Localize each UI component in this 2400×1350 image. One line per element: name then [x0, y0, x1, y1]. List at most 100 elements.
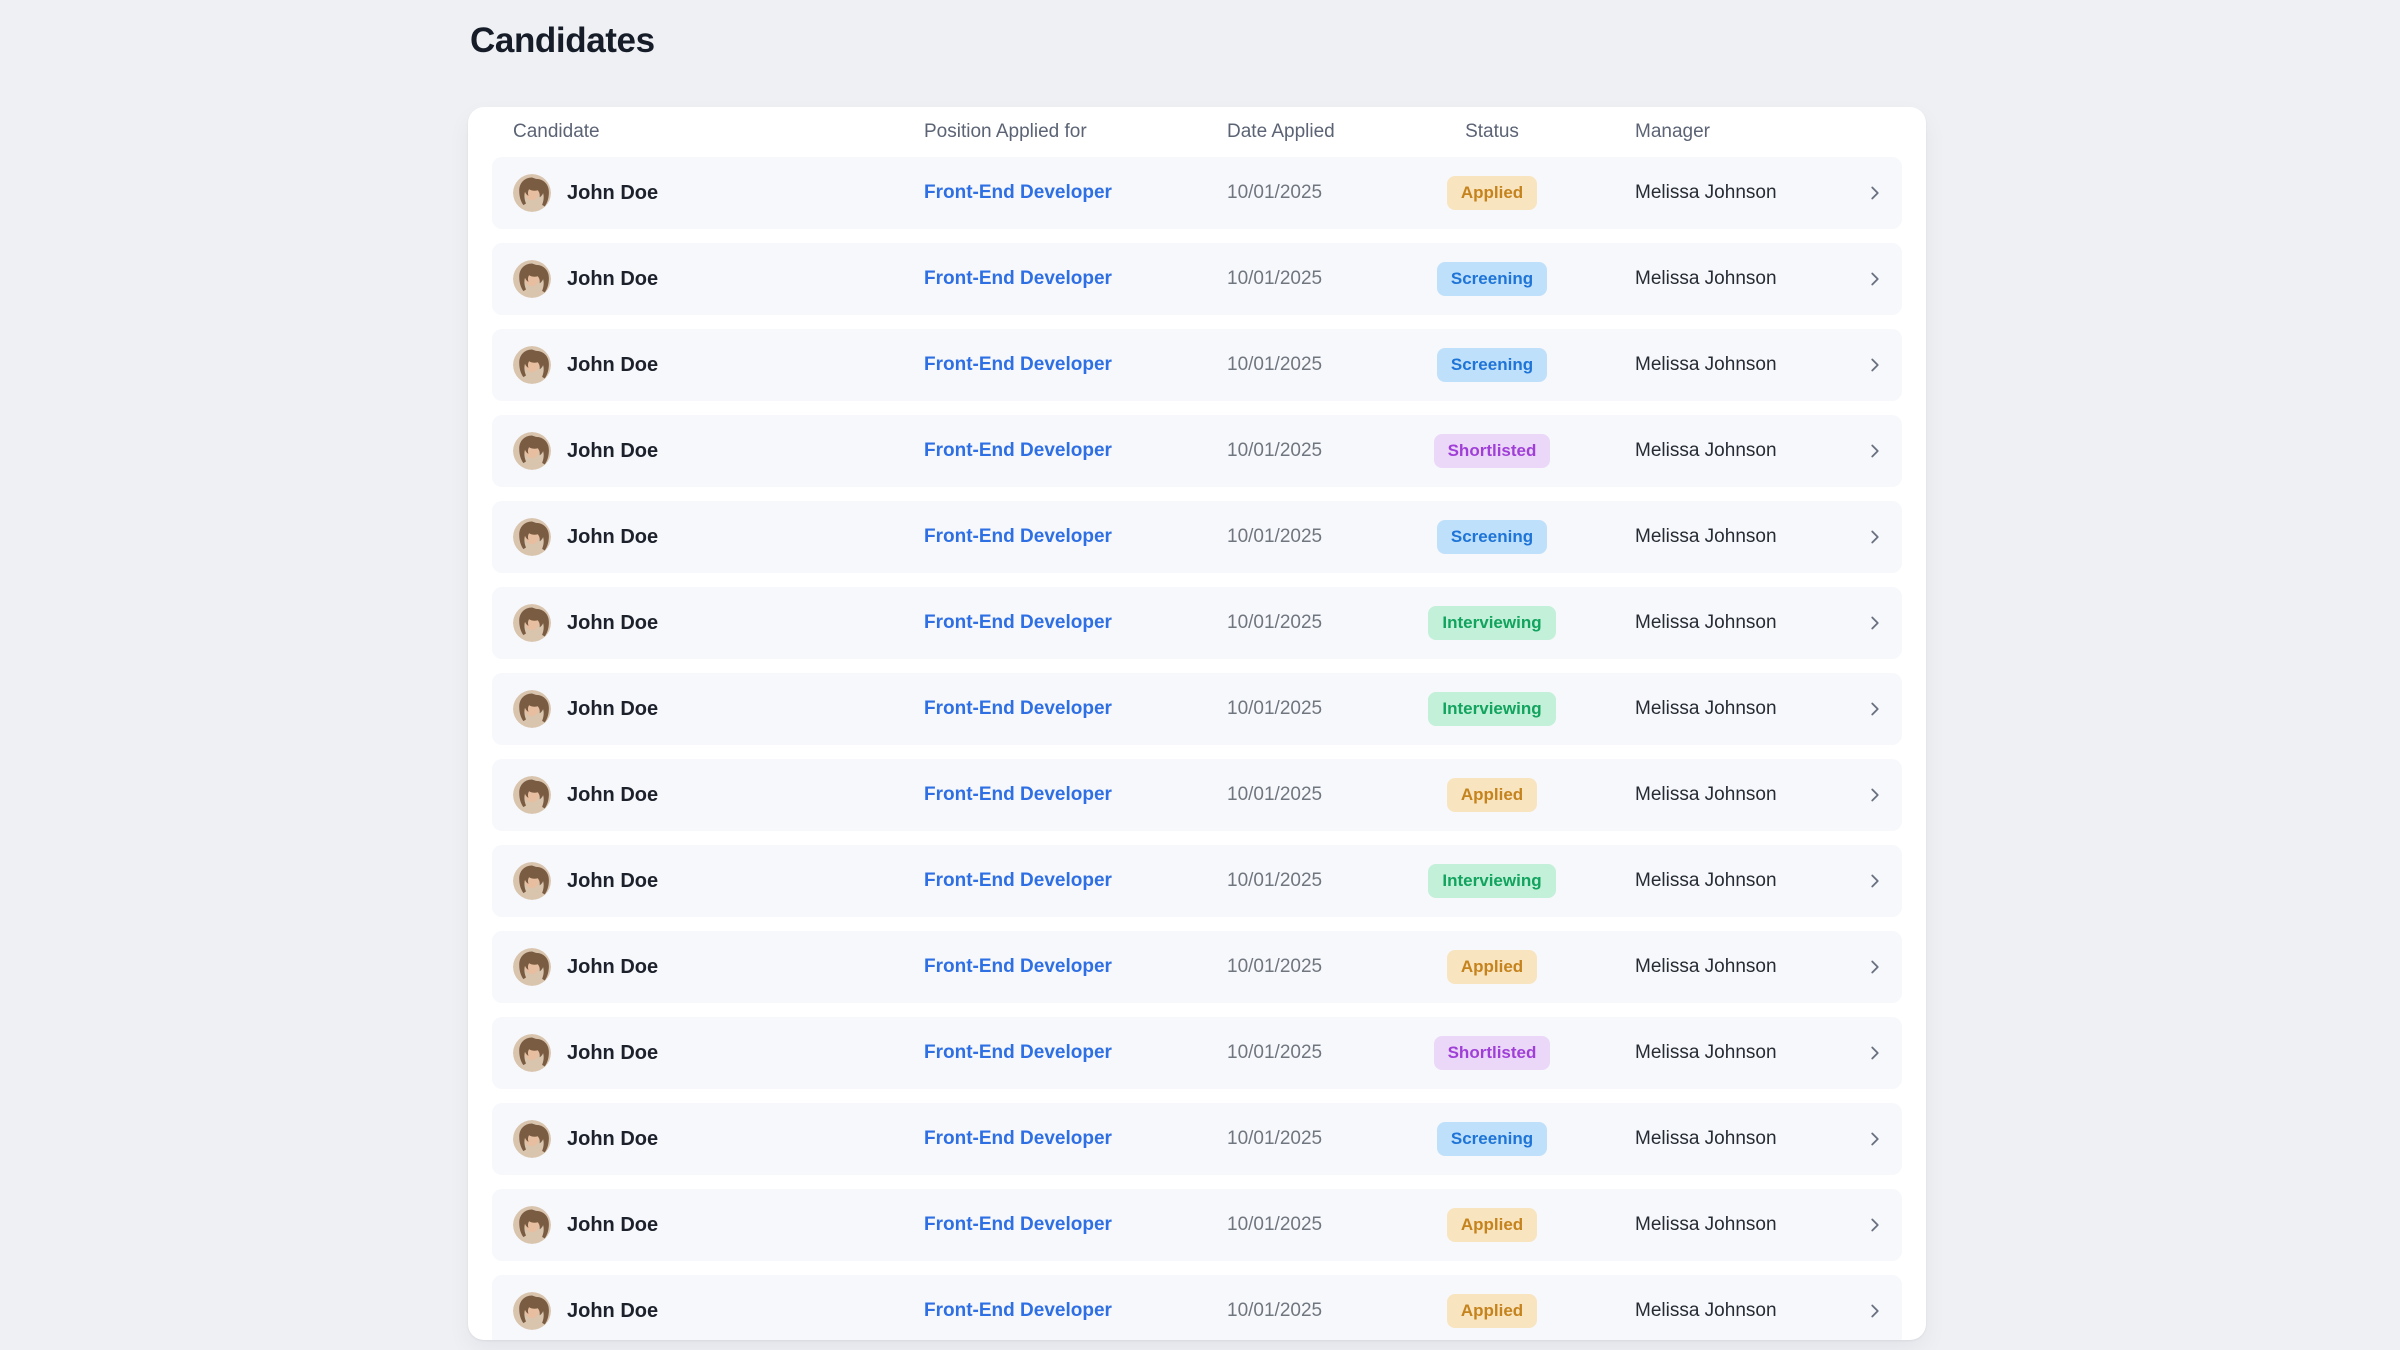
- candidate-row[interactable]: John Doe Front-End Developer 10/01/2025 …: [492, 845, 1902, 917]
- manager-name: Melissa Johnson: [1635, 440, 1777, 461]
- status-cell: Applied: [1402, 950, 1582, 984]
- position-link[interactable]: Front-End Developer: [924, 612, 1112, 633]
- position-link[interactable]: Front-End Developer: [924, 1214, 1112, 1235]
- position-cell: Front-End Developer: [924, 1042, 1227, 1064]
- candidate-cell: John Doe: [513, 1034, 924, 1072]
- candidate-cell: John Doe: [513, 1206, 924, 1244]
- candidates-page: Candidates Candidate Position Applied fo…: [468, 20, 1926, 1340]
- candidate-name: John Doe: [567, 1213, 659, 1236]
- position-link[interactable]: Front-End Developer: [924, 1042, 1112, 1063]
- position-cell: Front-End Developer: [924, 526, 1227, 548]
- candidate-avatar: [513, 604, 551, 642]
- position-link[interactable]: Front-End Developer: [924, 784, 1112, 805]
- candidate-name: John Doe: [567, 181, 659, 204]
- candidate-row[interactable]: John Doe Front-End Developer 10/01/2025 …: [492, 329, 1902, 401]
- position-cell: Front-End Developer: [924, 870, 1227, 892]
- candidate-row[interactable]: John Doe Front-End Developer 10/01/2025 …: [492, 1189, 1902, 1261]
- chevron-right-icon[interactable]: [1864, 612, 1886, 634]
- status-badge: Applied: [1446, 1294, 1538, 1328]
- chevron-right-icon[interactable]: [1864, 1214, 1886, 1236]
- position-link[interactable]: Front-End Developer: [924, 956, 1112, 977]
- status-cell: Applied: [1402, 1294, 1582, 1328]
- date-applied-value: 10/01/2025: [1227, 440, 1323, 461]
- candidate-row[interactable]: John Doe Front-End Developer 10/01/2025 …: [492, 157, 1902, 229]
- status-cell: Screening: [1402, 348, 1582, 382]
- chevron-right-icon[interactable]: [1864, 1042, 1886, 1064]
- candidate-row[interactable]: John Doe Front-End Developer 10/01/2025 …: [492, 931, 1902, 1003]
- status-cell: Screening: [1402, 262, 1582, 296]
- candidate-row[interactable]: John Doe Front-End Developer 10/01/2025 …: [492, 1103, 1902, 1175]
- candidate-avatar: [513, 690, 551, 728]
- chevron-cell: [1844, 956, 1890, 978]
- candidate-cell: John Doe: [513, 174, 924, 212]
- chevron-right-icon[interactable]: [1864, 354, 1886, 376]
- chevron-right-icon[interactable]: [1864, 956, 1886, 978]
- status-cell: Interviewing: [1402, 692, 1582, 726]
- status-cell: Applied: [1402, 778, 1582, 812]
- status-badge: Screening: [1436, 1122, 1548, 1156]
- status-badge: Screening: [1436, 520, 1548, 554]
- chevron-right-icon[interactable]: [1864, 526, 1886, 548]
- position-link[interactable]: Front-End Developer: [924, 698, 1112, 719]
- candidate-row[interactable]: John Doe Front-End Developer 10/01/2025 …: [492, 673, 1902, 745]
- position-link[interactable]: Front-End Developer: [924, 1300, 1112, 1321]
- candidate-row[interactable]: John Doe Front-End Developer 10/01/2025 …: [492, 501, 1902, 573]
- chevron-cell: [1844, 784, 1890, 806]
- position-cell: Front-End Developer: [924, 268, 1227, 290]
- status-badge: Applied: [1446, 950, 1538, 984]
- position-cell: Front-End Developer: [924, 956, 1227, 978]
- candidate-name: John Doe: [567, 697, 659, 720]
- status-cell: Shortlisted: [1402, 434, 1582, 468]
- position-link[interactable]: Front-End Developer: [924, 268, 1112, 289]
- date-applied-value: 10/01/2025: [1227, 1214, 1323, 1235]
- chevron-cell: [1844, 612, 1890, 634]
- manager-name: Melissa Johnson: [1635, 698, 1777, 719]
- chevron-right-icon[interactable]: [1864, 784, 1886, 806]
- manager-name: Melissa Johnson: [1635, 182, 1777, 203]
- candidate-cell: John Doe: [513, 690, 924, 728]
- table-header-row: Candidate Position Applied for Date Appl…: [492, 107, 1902, 157]
- status-cell: Interviewing: [1402, 606, 1582, 640]
- position-link[interactable]: Front-End Developer: [924, 526, 1112, 547]
- status-cell: Shortlisted: [1402, 1036, 1582, 1070]
- position-link[interactable]: Front-End Developer: [924, 440, 1112, 461]
- chevron-right-icon[interactable]: [1864, 1300, 1886, 1322]
- candidate-cell: John Doe: [513, 776, 924, 814]
- candidate-avatar: [513, 948, 551, 986]
- candidate-row[interactable]: John Doe Front-End Developer 10/01/2025 …: [492, 759, 1902, 831]
- candidate-name: John Doe: [567, 1299, 659, 1322]
- chevron-right-icon[interactable]: [1864, 182, 1886, 204]
- candidate-row[interactable]: John Doe Front-End Developer 10/01/2025 …: [492, 243, 1902, 315]
- position-cell: Front-End Developer: [924, 1300, 1227, 1322]
- candidate-row[interactable]: John Doe Front-End Developer 10/01/2025 …: [492, 587, 1902, 659]
- date-applied-value: 10/01/2025: [1227, 268, 1323, 289]
- candidate-row[interactable]: John Doe Front-End Developer 10/01/2025 …: [492, 415, 1902, 487]
- candidate-row[interactable]: John Doe Front-End Developer 10/01/2025 …: [492, 1275, 1902, 1340]
- candidates-table-card: Candidate Position Applied for Date Appl…: [468, 107, 1926, 1340]
- manager-name: Melissa Johnson: [1635, 1128, 1777, 1149]
- position-cell: Front-End Developer: [924, 784, 1227, 806]
- position-link[interactable]: Front-End Developer: [924, 354, 1112, 375]
- chevron-right-icon[interactable]: [1864, 440, 1886, 462]
- position-link[interactable]: Front-End Developer: [924, 870, 1112, 891]
- chevron-cell: [1844, 870, 1890, 892]
- candidate-cell: John Doe: [513, 1120, 924, 1158]
- chevron-right-icon[interactable]: [1864, 268, 1886, 290]
- page-title: Candidates: [470, 21, 655, 60]
- position-cell: Front-End Developer: [924, 1214, 1227, 1236]
- chevron-right-icon[interactable]: [1864, 870, 1886, 892]
- column-header-manager: Manager: [1635, 121, 1710, 142]
- position-cell: Front-End Developer: [924, 1128, 1227, 1150]
- chevron-right-icon[interactable]: [1864, 698, 1886, 720]
- candidate-avatar: [513, 1120, 551, 1158]
- position-link[interactable]: Front-End Developer: [924, 182, 1112, 203]
- chevron-cell: [1844, 1300, 1890, 1322]
- position-link[interactable]: Front-End Developer: [924, 1128, 1112, 1149]
- chevron-cell: [1844, 526, 1890, 548]
- candidate-row[interactable]: John Doe Front-End Developer 10/01/2025 …: [492, 1017, 1902, 1089]
- chevron-right-icon[interactable]: [1864, 1128, 1886, 1150]
- candidate-name: John Doe: [567, 783, 659, 806]
- status-badge: Interviewing: [1428, 864, 1556, 898]
- column-header-position: Position Applied for: [924, 121, 1087, 142]
- manager-name: Melissa Johnson: [1635, 870, 1777, 891]
